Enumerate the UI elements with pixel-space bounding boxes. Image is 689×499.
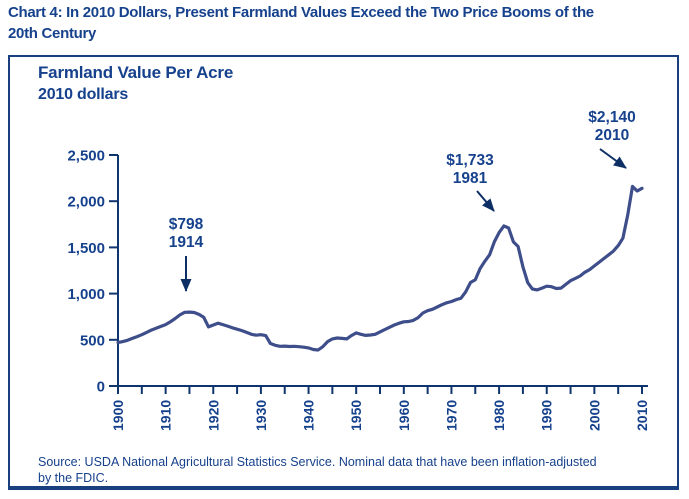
chart-box — [8, 55, 679, 490]
page-title-line2: 20th Century — [8, 25, 97, 42]
page-title: Chart 4: In 2010 Dollars, Present Farmla… — [8, 2, 668, 44]
source-note: Source: USDA National Agricultural Stati… — [38, 455, 658, 486]
chart-heading-line2: 2010 dollars — [38, 86, 129, 103]
page-title-line1: Chart 4: In 2010 Dollars, Present Farmla… — [8, 4, 594, 21]
source-note-line1: Source: USDA National Agricultural Stati… — [38, 455, 597, 469]
chart-heading-line1: Farmland Value Per Acre — [38, 63, 234, 82]
source-note-line2: by the FDIC. — [38, 470, 109, 485]
chart-heading: Farmland Value Per Acre 2010 dollars — [38, 62, 233, 105]
